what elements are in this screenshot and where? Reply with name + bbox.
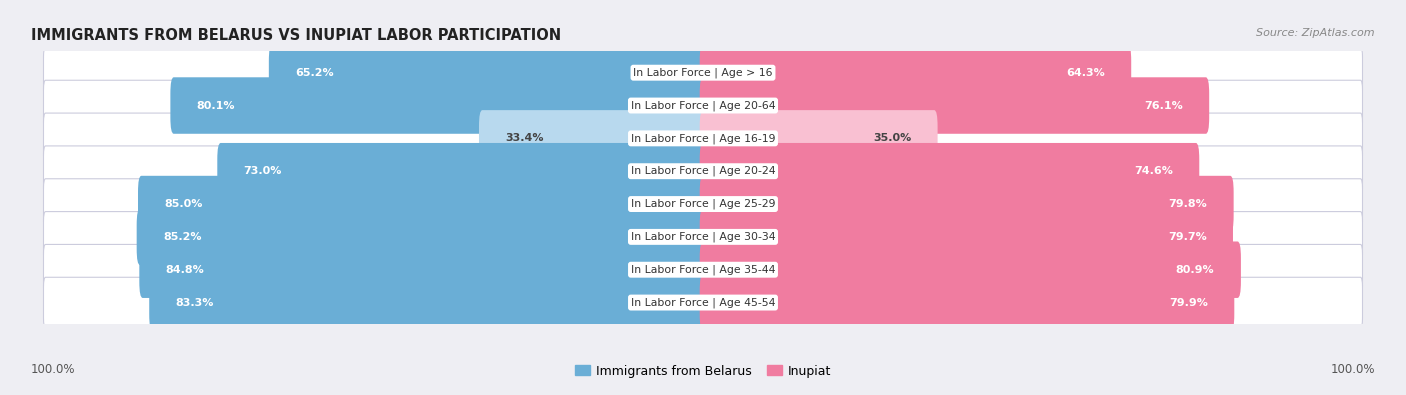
Text: 100.0%: 100.0% bbox=[1330, 363, 1375, 376]
FancyBboxPatch shape bbox=[136, 209, 706, 265]
FancyBboxPatch shape bbox=[700, 241, 1241, 298]
FancyBboxPatch shape bbox=[138, 176, 706, 232]
Text: 79.9%: 79.9% bbox=[1168, 297, 1208, 308]
FancyBboxPatch shape bbox=[139, 241, 706, 298]
FancyBboxPatch shape bbox=[44, 245, 1362, 295]
Text: 76.1%: 76.1% bbox=[1144, 101, 1182, 111]
Text: In Labor Force | Age 45-54: In Labor Force | Age 45-54 bbox=[631, 297, 775, 308]
FancyBboxPatch shape bbox=[149, 274, 706, 331]
FancyBboxPatch shape bbox=[44, 80, 1362, 131]
FancyBboxPatch shape bbox=[700, 110, 938, 167]
Text: In Labor Force | Age 30-34: In Labor Force | Age 30-34 bbox=[631, 231, 775, 242]
FancyBboxPatch shape bbox=[269, 45, 706, 101]
Text: In Labor Force | Age 25-29: In Labor Force | Age 25-29 bbox=[631, 199, 775, 209]
Text: 85.2%: 85.2% bbox=[163, 232, 201, 242]
Text: 33.4%: 33.4% bbox=[505, 134, 544, 143]
Text: In Labor Force | Age > 16: In Labor Force | Age > 16 bbox=[633, 68, 773, 78]
Text: In Labor Force | Age 16-19: In Labor Force | Age 16-19 bbox=[631, 133, 775, 144]
FancyBboxPatch shape bbox=[700, 209, 1233, 265]
Text: Source: ZipAtlas.com: Source: ZipAtlas.com bbox=[1257, 28, 1375, 38]
FancyBboxPatch shape bbox=[218, 143, 706, 199]
Text: 79.8%: 79.8% bbox=[1168, 199, 1208, 209]
FancyBboxPatch shape bbox=[44, 47, 1362, 98]
FancyBboxPatch shape bbox=[700, 274, 1234, 331]
FancyBboxPatch shape bbox=[44, 179, 1362, 229]
Text: 83.3%: 83.3% bbox=[176, 297, 214, 308]
FancyBboxPatch shape bbox=[44, 277, 1362, 328]
Text: In Labor Force | Age 35-44: In Labor Force | Age 35-44 bbox=[631, 265, 775, 275]
Text: 80.1%: 80.1% bbox=[197, 101, 235, 111]
FancyBboxPatch shape bbox=[479, 110, 706, 167]
Text: 85.0%: 85.0% bbox=[165, 199, 202, 209]
FancyBboxPatch shape bbox=[44, 113, 1362, 164]
FancyBboxPatch shape bbox=[700, 77, 1209, 134]
Text: 73.0%: 73.0% bbox=[243, 166, 283, 176]
Text: IMMIGRANTS FROM BELARUS VS INUPIAT LABOR PARTICIPATION: IMMIGRANTS FROM BELARUS VS INUPIAT LABOR… bbox=[31, 28, 561, 43]
FancyBboxPatch shape bbox=[170, 77, 706, 134]
Text: 35.0%: 35.0% bbox=[873, 134, 911, 143]
Text: 80.9%: 80.9% bbox=[1175, 265, 1215, 275]
FancyBboxPatch shape bbox=[44, 146, 1362, 196]
Text: 100.0%: 100.0% bbox=[31, 363, 76, 376]
FancyBboxPatch shape bbox=[700, 45, 1132, 101]
Text: In Labor Force | Age 20-24: In Labor Force | Age 20-24 bbox=[631, 166, 775, 177]
FancyBboxPatch shape bbox=[700, 176, 1233, 232]
FancyBboxPatch shape bbox=[700, 143, 1199, 199]
Text: 64.3%: 64.3% bbox=[1066, 68, 1105, 78]
Text: In Labor Force | Age 20-64: In Labor Force | Age 20-64 bbox=[631, 100, 775, 111]
Text: 79.7%: 79.7% bbox=[1168, 232, 1206, 242]
Text: 74.6%: 74.6% bbox=[1135, 166, 1173, 176]
FancyBboxPatch shape bbox=[44, 212, 1362, 262]
Text: 65.2%: 65.2% bbox=[295, 68, 333, 78]
Legend: Immigrants from Belarus, Inupiat: Immigrants from Belarus, Inupiat bbox=[575, 365, 831, 378]
Text: 84.8%: 84.8% bbox=[166, 265, 204, 275]
